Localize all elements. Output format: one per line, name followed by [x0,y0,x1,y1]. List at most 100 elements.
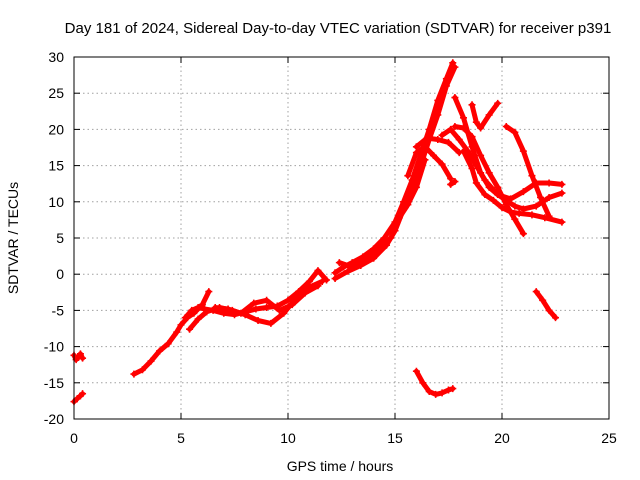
data-point [451,178,459,186]
data-point [421,143,429,151]
series-band [332,60,456,276]
data-point [468,164,476,172]
data-point [250,299,258,307]
data-point [181,314,189,322]
series-arc-19 [412,367,457,398]
data-point [194,315,202,323]
x-tick-label: 25 [601,430,617,446]
data-point [314,267,322,275]
data-point [459,114,467,122]
data-points [70,59,566,406]
data-point [79,390,87,398]
data-point [284,296,292,304]
data-point [442,82,450,90]
data-point [472,179,480,187]
data-point [539,296,547,304]
data-point [468,101,476,109]
data-point [552,314,559,322]
data-point [173,328,181,336]
y-tick-label: 10 [48,194,64,210]
data-point [194,304,202,312]
data-point [412,367,420,375]
data-point [515,209,523,217]
data-point [387,234,395,242]
data-point [211,304,219,312]
data-point [267,319,275,327]
data-point [318,277,326,285]
data-point [425,387,433,395]
series-arc-10 [404,143,455,183]
data-point [254,317,262,325]
data-point [434,136,442,144]
data-point [263,296,271,304]
series-band [533,289,558,321]
y-axis-label: SDTVAR / TECUs [5,182,21,294]
data-point [188,306,196,314]
data-point [344,267,352,275]
y-tick-label: -15 [44,375,64,391]
data-point [485,169,493,177]
data-point [451,123,459,131]
data-point [434,111,442,119]
data-point [430,151,438,159]
data-point [421,156,429,164]
data-point [412,183,420,191]
y-tick-label: 15 [48,158,64,174]
data-point [558,218,566,226]
data-point [445,138,452,146]
data-point [419,379,427,387]
data-point [511,202,519,210]
data-point [447,180,455,188]
data-point [449,59,457,67]
data-point [275,306,283,314]
data-point [468,133,476,141]
data-point [545,306,553,314]
data-point [205,288,213,296]
data-point [447,125,455,133]
data-point [237,309,245,317]
data-point [164,340,172,348]
x-tick-label: 20 [494,430,510,446]
data-point [472,118,480,126]
data-point [511,128,519,136]
series-arc-18 [532,288,559,322]
data-point [314,282,322,290]
data-point [558,189,566,197]
data-point [348,263,356,271]
data-point [545,212,553,220]
data-point [485,183,493,191]
x-tick-label: 0 [70,430,78,446]
data-point [186,325,194,333]
data-point [138,366,146,374]
data-point [156,347,164,355]
y-tick-label: 25 [48,85,64,101]
data-point [532,288,540,296]
data-point [451,63,459,71]
data-point [449,385,457,393]
data-point [519,230,527,238]
data-point [528,172,536,180]
series-arc-07 [331,59,457,277]
x-tick-label: 10 [280,430,296,446]
data-point [545,193,553,201]
data-point [76,350,84,358]
data-point [477,124,485,132]
data-point [177,321,185,329]
data-point [477,169,485,177]
data-point [485,111,493,119]
data-point [519,147,527,155]
data-point [459,124,467,132]
data-point [507,208,515,216]
x-tick-label: 15 [387,430,403,446]
data-point [147,357,155,365]
data-point [203,308,211,316]
data-point [374,247,382,255]
y-tick-label: -5 [52,302,65,318]
data-point [380,234,388,242]
data-point [537,193,545,201]
data-point [545,179,553,187]
data-point [263,304,271,312]
data-point [432,390,440,398]
data-point [79,354,87,362]
